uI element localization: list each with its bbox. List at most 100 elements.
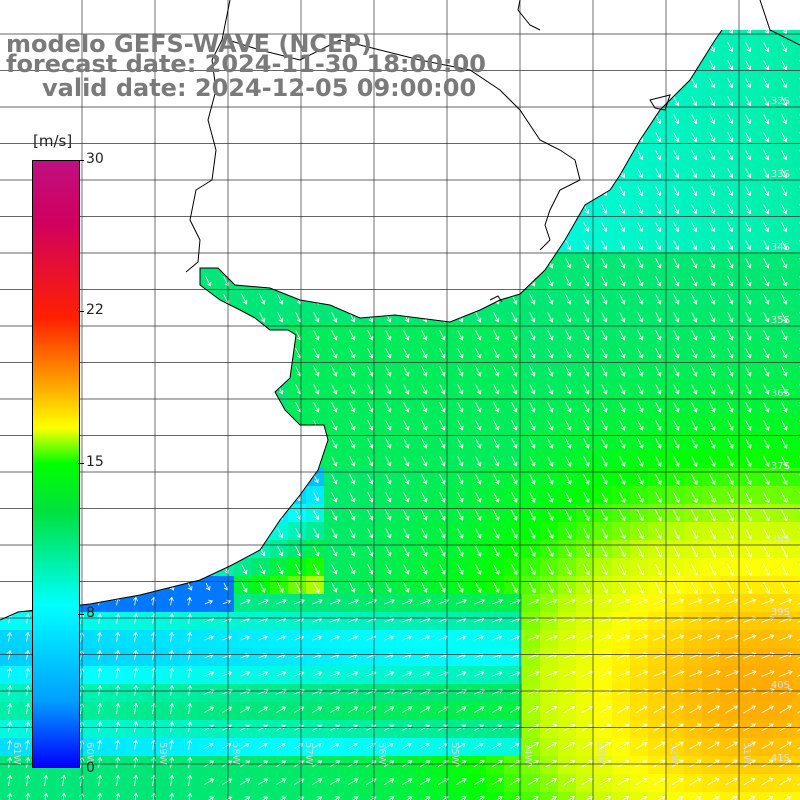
wind-arrow (601, 491, 608, 504)
wind-arrow (779, 670, 793, 677)
wind-arrow (222, 599, 232, 605)
wind-cell (792, 126, 800, 145)
wind-arrow (745, 366, 752, 377)
wind-arrow (619, 509, 626, 522)
colorbar-tick-mark (78, 614, 84, 615)
wind-arrow (637, 276, 644, 287)
wind-arrow (475, 330, 482, 341)
wind-arrow (707, 777, 720, 786)
wind-arrow (187, 774, 193, 787)
wind-cell (162, 792, 181, 800)
wind-arrow (258, 706, 269, 713)
wind-arrow (727, 132, 734, 143)
wind-arrow (204, 778, 215, 785)
wind-cell (792, 180, 800, 199)
wind-cell (792, 738, 800, 757)
wind-arrow (565, 491, 572, 503)
wind-arrow (673, 527, 680, 540)
wind-arrow (565, 330, 572, 341)
latitude-label: 34S (771, 242, 790, 253)
wind-arrow (25, 702, 31, 715)
wind-arrow (547, 473, 554, 485)
wind-arrow (691, 491, 698, 504)
wind-arrow (312, 742, 322, 749)
wind-arrow (313, 492, 319, 502)
wind-arrow (763, 473, 770, 486)
wind-arrow (547, 294, 554, 305)
wind-arrow (727, 240, 734, 251)
wind-arrow (709, 401, 716, 413)
wind-arrow (511, 491, 518, 503)
wind-arrow (619, 222, 626, 233)
wind-arrow (797, 670, 800, 677)
wind-arrow (529, 366, 536, 377)
wind-arrow (187, 756, 193, 769)
wind-arrow (637, 509, 644, 522)
wind-arrow (635, 777, 648, 786)
wind-arrow (655, 437, 662, 449)
wind-arrow (493, 581, 500, 594)
wind-arrow (25, 667, 31, 678)
wind-arrow (619, 563, 626, 576)
wind-arrow (493, 384, 500, 395)
wind-cell (792, 468, 800, 487)
wind-arrow (259, 312, 266, 323)
wind-arrow (115, 702, 121, 715)
wind-cell (306, 792, 325, 800)
valid-date: valid date: 2024-12-05 09:00:00 (42, 74, 477, 102)
wind-arrow (781, 78, 788, 89)
wind-arrow (762, 563, 770, 576)
wind-arrow (511, 330, 518, 341)
colorbar-unit-label: [m/s] (33, 132, 73, 150)
wind-cell (198, 792, 217, 800)
wind-arrow (761, 688, 775, 695)
wind-arrow (709, 419, 716, 431)
wind-arrow (691, 114, 698, 125)
wind-arrow (527, 598, 540, 605)
wind-arrow (671, 705, 684, 714)
wind-arrow (619, 384, 626, 395)
wind-arrow (439, 330, 446, 341)
wind-arrow (7, 756, 13, 769)
wind-arrow (313, 563, 320, 576)
wind-arrow (781, 330, 788, 341)
wind-arrow (763, 222, 770, 233)
wind-arrow (61, 792, 67, 800)
wind-arrow (635, 759, 648, 768)
wind-arrow (745, 383, 752, 395)
wind-arrow (43, 774, 49, 787)
wind-arrow (601, 473, 608, 485)
wind-arrow (241, 581, 248, 593)
wind-arrow (601, 437, 608, 449)
wind-arrow (637, 581, 644, 594)
wind-arrow (475, 402, 482, 413)
wind-arrow (583, 222, 590, 233)
wind-arrow (744, 563, 752, 576)
wind-arrow (727, 258, 734, 269)
wind-cell (54, 792, 73, 800)
wind-arrow (367, 456, 374, 467)
wind-arrow (511, 527, 518, 539)
wind-cell (324, 792, 343, 800)
wind-arrow (689, 634, 703, 641)
wind-arrow (691, 383, 698, 395)
wind-arrow (277, 312, 284, 323)
wind-arrow (763, 312, 770, 323)
wind-arrow (617, 777, 630, 786)
wind-cell (792, 774, 800, 793)
wind-arrow (673, 491, 680, 504)
wind-arrow (330, 706, 341, 713)
wind-arrow (7, 702, 13, 715)
wind-arrow (313, 366, 320, 377)
wind-arrow (457, 581, 464, 593)
wind-arrow (186, 596, 192, 606)
wind-arrow (601, 222, 608, 233)
wind-arrow (115, 613, 121, 624)
longitude-labels: 61W 60W 59W 58W 57W 56W 55W 54W 53W 52W 51W (11, 742, 752, 765)
wind-arrow (709, 383, 716, 395)
wind-arrow (691, 150, 698, 161)
wind-arrow (655, 366, 662, 377)
wind-cell (450, 792, 469, 800)
wind-arrow (455, 778, 467, 785)
wind-cell (792, 432, 800, 451)
